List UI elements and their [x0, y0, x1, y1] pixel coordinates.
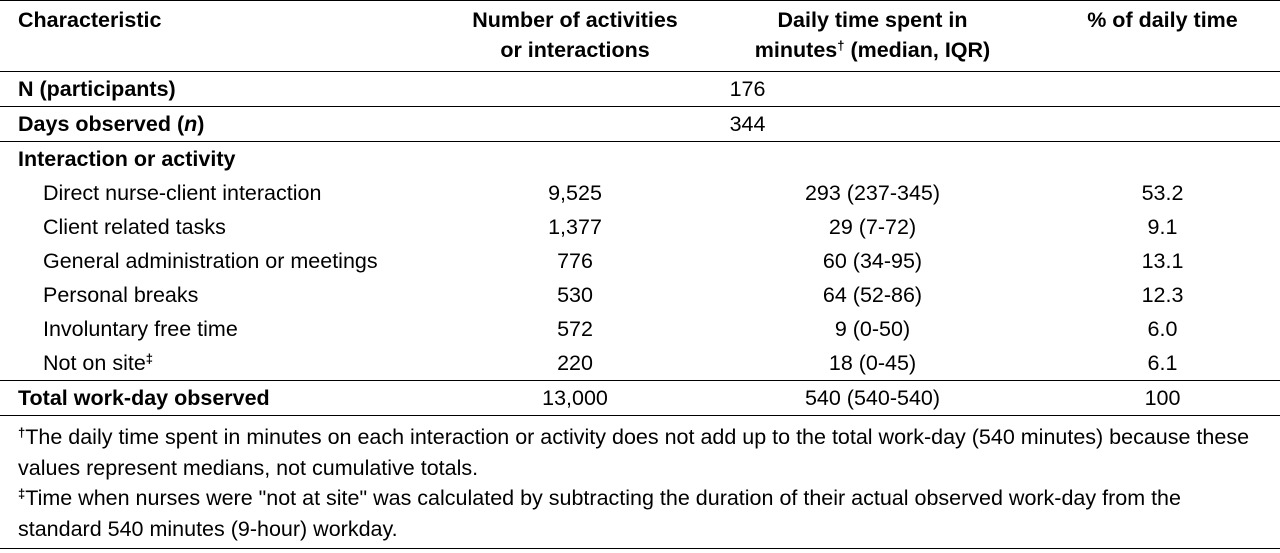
header-percent-daily-time: % of daily time	[1045, 0, 1280, 72]
total-percent: 100	[1045, 380, 1280, 416]
activity-percent: 9.1	[1147, 215, 1178, 239]
header-number-of-activities: Number of activities or interactions	[450, 0, 700, 72]
table-row-participants: N (participants) 176	[0, 71, 1280, 107]
activity-minutes: 29 (7-72)	[828, 215, 917, 239]
not-on-site-label: Not on site	[43, 351, 146, 375]
activity-count: 776	[557, 249, 593, 273]
total-count: 13,000	[450, 380, 700, 416]
footnote-double-dagger-text: Time when nurses were "not at site" was …	[18, 486, 1181, 541]
table-row: Involuntary free time 572 9 (0-50) 6.0	[0, 312, 1280, 346]
activity-count: 1,377	[548, 215, 602, 239]
total-row: Total work-day observed 13,000 540 (540-…	[0, 380, 1280, 416]
table-row: Not on site‡ 220 18 (0-45) 6.1	[0, 346, 1280, 381]
days-label-b: )	[197, 112, 205, 136]
header-daily-line1: Daily time spent in	[777, 8, 968, 32]
activity-table: Characteristic Number of activities or i…	[0, 0, 1280, 416]
participants-label: N (participants)	[0, 71, 450, 107]
footnote-dagger-text: The daily time spent in minutes on each …	[18, 425, 1250, 480]
activity-percent: 6.0	[1147, 317, 1178, 341]
activity-percent: 53.2	[1141, 181, 1184, 205]
activity-count: 220	[450, 346, 700, 381]
activity-minutes: 64 (52-86)	[822, 283, 923, 307]
participants-value: 176	[450, 71, 1045, 107]
activity-count: 9,525	[548, 181, 602, 205]
footnote-dagger: †The daily time spent in minutes on each…	[18, 422, 1258, 484]
header-daily-line2b: (median, IQR)	[844, 38, 991, 62]
activity-label: Client related tasks	[43, 215, 226, 239]
table-row-days-observed: Days observed (n) 344	[0, 106, 1280, 142]
double-dagger-mark: ‡	[145, 351, 154, 366]
activity-label: Involuntary free time	[43, 317, 238, 341]
activity-label: Personal breaks	[43, 283, 199, 307]
days-label-n: n	[184, 112, 198, 136]
days-observed-label: Days observed (n)	[0, 106, 450, 142]
footnote-dagger-mark: †	[18, 425, 26, 440]
header-number-line2: or interactions	[500, 38, 650, 62]
empty-cell	[1045, 71, 1280, 107]
days-label-a: Days observed (	[18, 112, 185, 136]
activity-minutes: 9 (0-50)	[834, 317, 911, 341]
table-row: Direct nurse-client interaction 9,525 29…	[0, 176, 1280, 210]
dagger-mark: †	[837, 38, 845, 53]
bottom-rule	[0, 548, 1280, 549]
activity-label: Not on site‡	[0, 346, 450, 381]
header-daily-line2a: minutes	[754, 38, 838, 62]
empty-cell	[1045, 106, 1280, 142]
total-minutes: 540 (540-540)	[700, 380, 1045, 416]
activity-percent: 6.1	[1045, 346, 1280, 381]
table-row: Personal breaks 530 64 (52-86) 12.3	[0, 278, 1280, 312]
table-row: General administration or meetings 776 6…	[0, 244, 1280, 278]
total-label: Total work-day observed	[0, 380, 450, 416]
activity-count: 530	[557, 283, 593, 307]
table-row: Client related tasks 1,377 29 (7-72) 9.1	[0, 210, 1280, 244]
header-number-line1: Number of activities	[472, 8, 678, 32]
activity-count: 572	[557, 317, 593, 341]
days-observed-value: 344	[450, 106, 1045, 142]
activity-minutes: 293 (237-345)	[804, 181, 941, 205]
activity-label: Direct nurse-client interaction	[43, 181, 322, 205]
activity-minutes: 18 (0-45)	[700, 346, 1045, 381]
activity-percent: 13.1	[1141, 249, 1184, 273]
activity-minutes: 60 (34-95)	[822, 249, 923, 273]
empty-cell	[450, 142, 700, 177]
empty-cell	[1045, 142, 1280, 177]
empty-cell	[700, 142, 1045, 177]
section-header-row: Interaction or activity	[0, 142, 1280, 177]
footnote-double-dagger-mark: ‡	[18, 486, 26, 501]
header-daily-time: Daily time spent in minutes† (median, IQ…	[700, 0, 1045, 72]
section-label: Interaction or activity	[18, 147, 236, 171]
activity-percent: 12.3	[1141, 283, 1184, 307]
table-header-row: Characteristic Number of activities or i…	[0, 0, 1280, 72]
activity-label: General administration or meetings	[43, 249, 378, 273]
header-characteristic: Characteristic	[0, 0, 450, 72]
footnote-double-dagger: ‡Time when nurses were "not at site" was…	[18, 483, 1258, 545]
